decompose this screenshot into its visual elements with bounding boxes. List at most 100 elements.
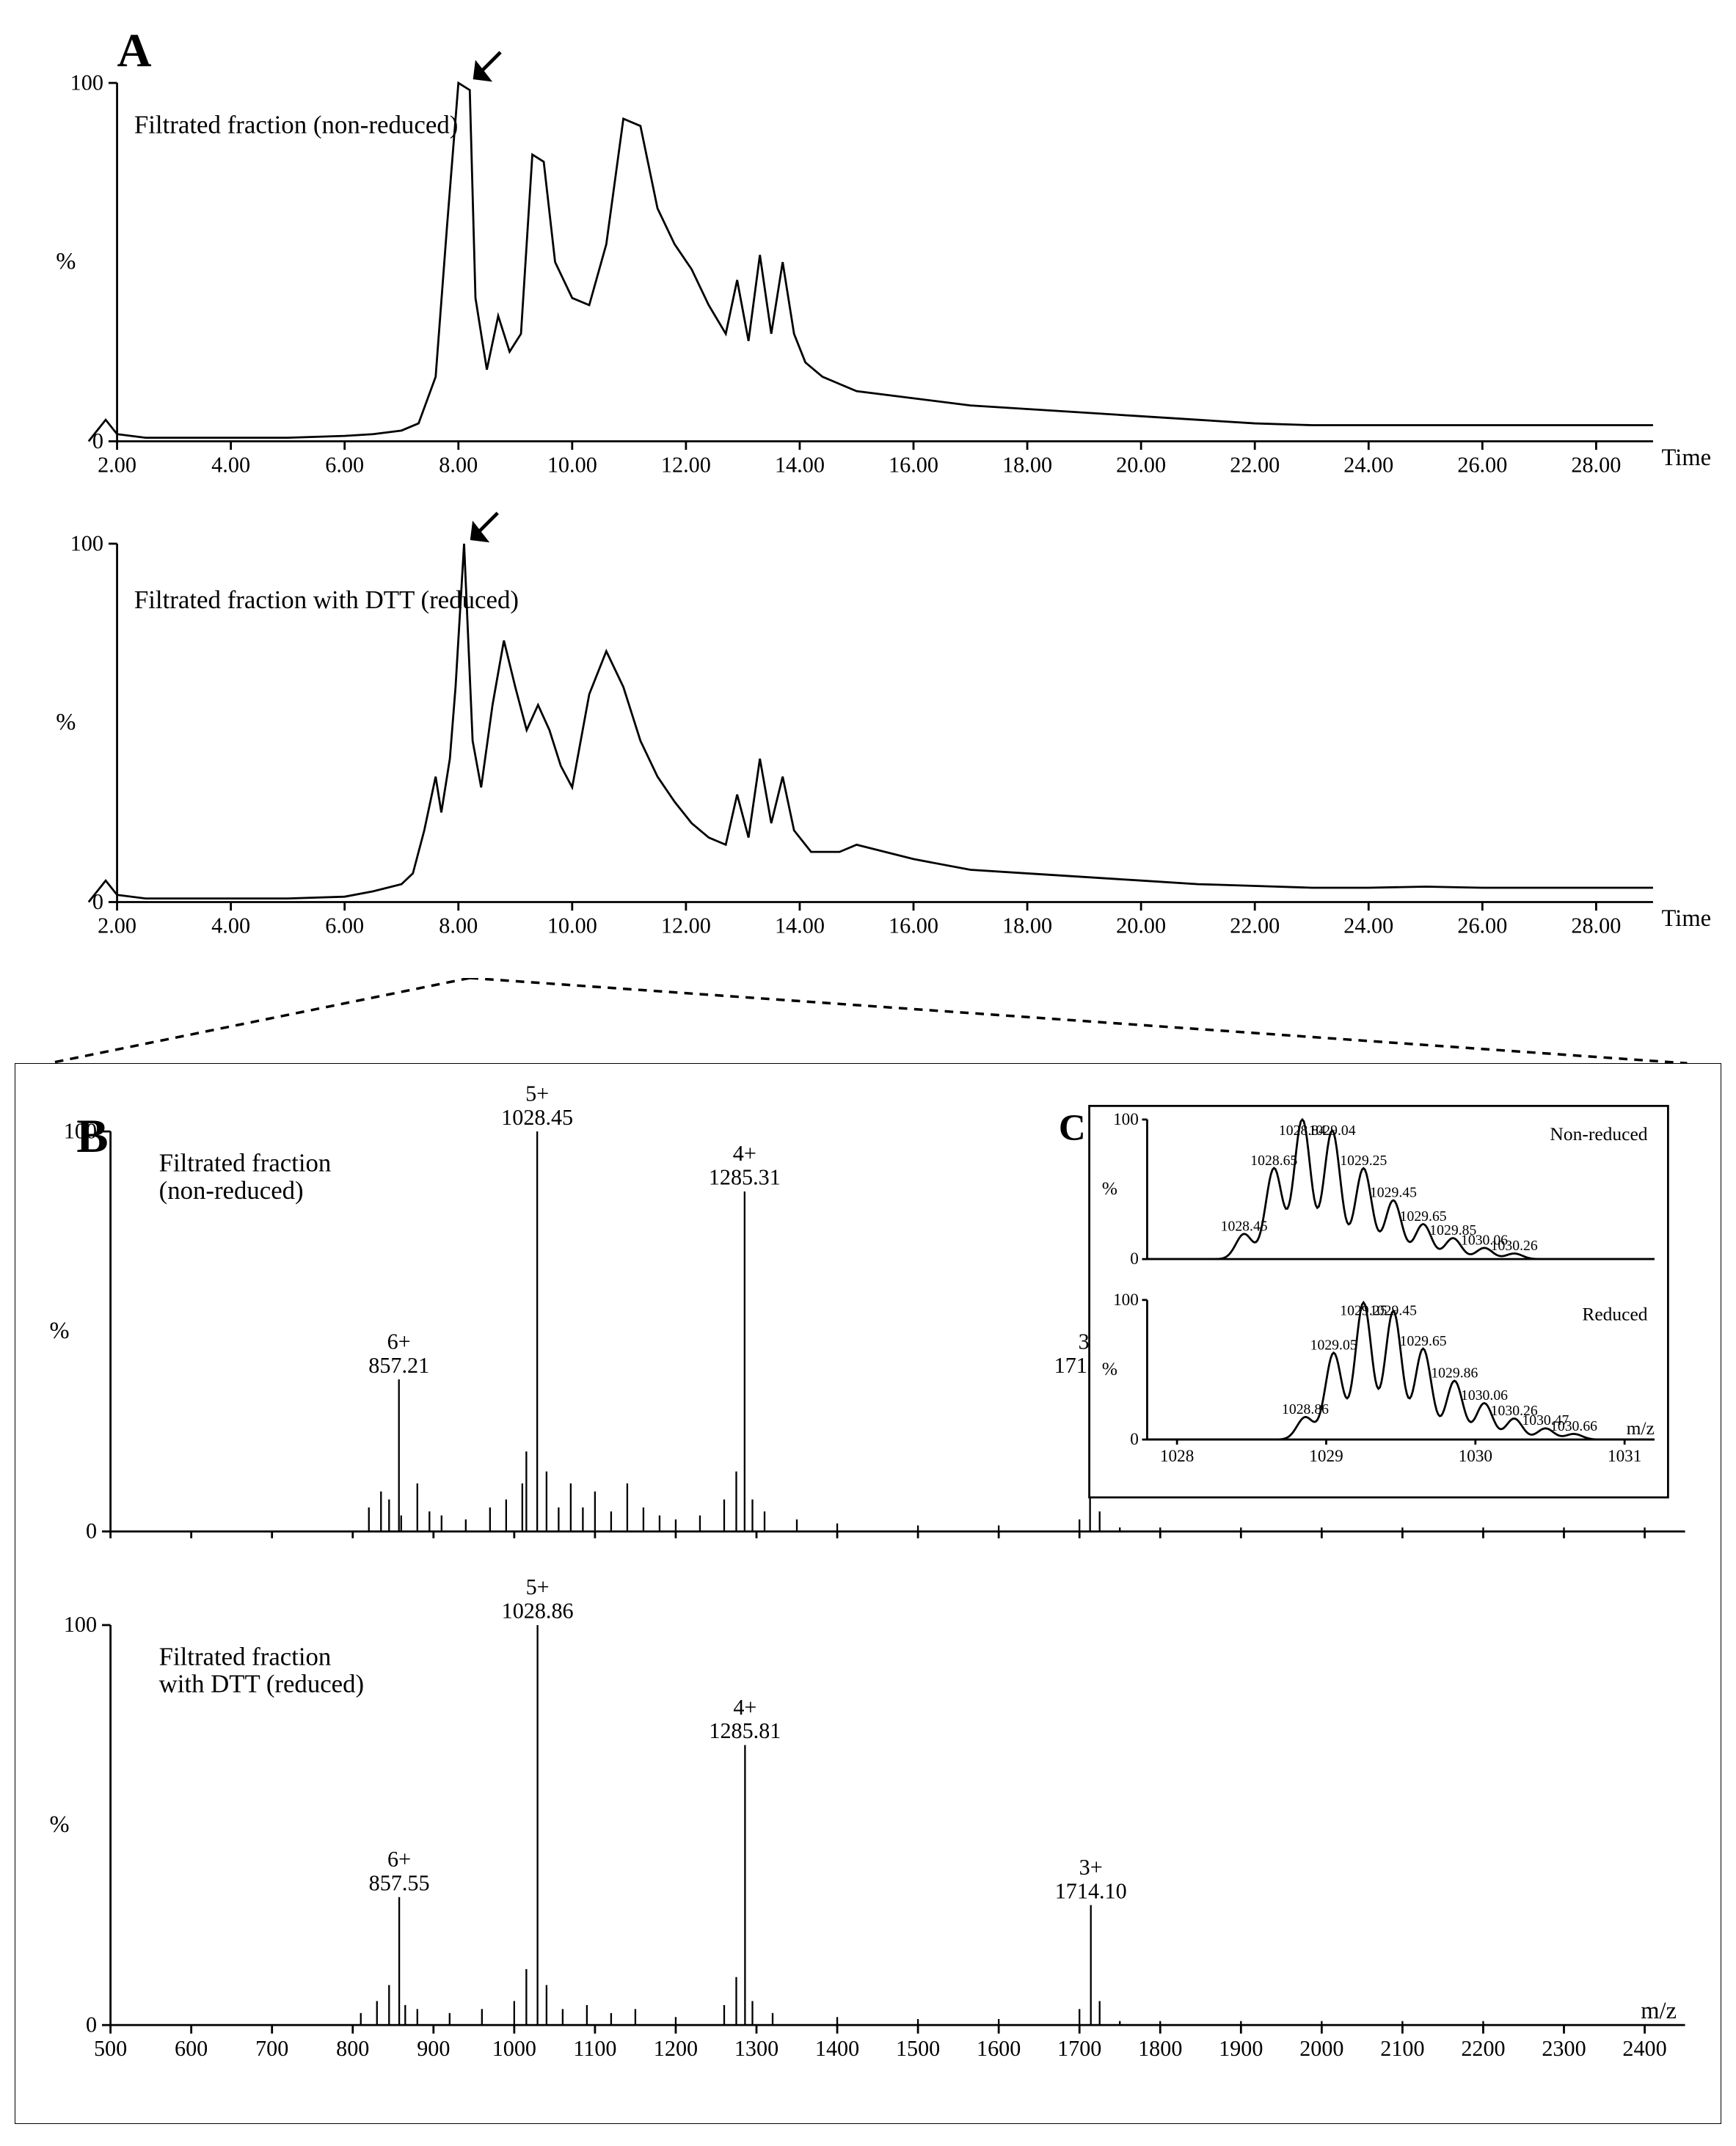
svg-text:26.00: 26.00 — [1457, 913, 1507, 938]
svg-text:2.00: 2.00 — [98, 452, 136, 477]
svg-text:1029: 1029 — [1309, 1447, 1343, 1466]
svg-text:%: % — [1102, 1178, 1117, 1199]
svg-text:700: 700 — [255, 2036, 288, 2061]
svg-text:800: 800 — [336, 2036, 369, 2061]
svg-text:6.00: 6.00 — [325, 913, 364, 938]
svg-text:8.00: 8.00 — [439, 913, 478, 938]
svg-text:2200: 2200 — [1461, 2036, 1505, 2061]
svg-text:C: C — [1059, 1108, 1086, 1149]
svg-text:100: 100 — [1113, 1110, 1139, 1129]
svg-text:1029.45: 1029.45 — [1370, 1184, 1417, 1200]
svg-text:24.00: 24.00 — [1343, 452, 1393, 477]
svg-text:m/z: m/z — [1641, 1998, 1677, 2024]
svg-text:10.00: 10.00 — [547, 452, 597, 477]
svg-text:16.00: 16.00 — [889, 452, 938, 477]
svg-text:6+: 6+ — [387, 1329, 411, 1354]
svg-text:1500: 1500 — [896, 2036, 940, 2061]
svg-text:1030: 1030 — [1459, 1447, 1492, 1466]
svg-text:(non-reduced): (non-reduced) — [159, 1176, 304, 1205]
svg-text:28.00: 28.00 — [1571, 913, 1621, 938]
svg-text:1028: 1028 — [1160, 1447, 1194, 1466]
svg-text:22.00: 22.00 — [1230, 452, 1280, 477]
svg-text:1000: 1000 — [492, 2036, 536, 2061]
svg-text:26.00: 26.00 — [1457, 452, 1507, 477]
svg-text:5+: 5+ — [525, 1081, 549, 1106]
svg-text:%: % — [49, 1318, 69, 1344]
svg-text:1200: 1200 — [654, 2036, 698, 2061]
svg-text:8.00: 8.00 — [439, 452, 478, 477]
svg-text:Reduced: Reduced — [1582, 1304, 1647, 1325]
svg-text:500: 500 — [94, 2036, 127, 2061]
svg-text:%: % — [56, 249, 76, 275]
svg-text:1029.45: 1029.45 — [1370, 1303, 1417, 1319]
svg-text:1285.81: 1285.81 — [709, 1718, 781, 1743]
panel-b-svg: B0100%6+857.215+1028.454+1285.313+1713.1… — [17, 1067, 1719, 2122]
svg-text:14.00: 14.00 — [775, 913, 825, 938]
svg-text:857.55: 857.55 — [369, 1870, 430, 1895]
svg-text:14.00: 14.00 — [775, 452, 825, 477]
svg-text:4+: 4+ — [733, 1141, 756, 1166]
svg-text:4.00: 4.00 — [211, 913, 250, 938]
svg-text:1029.05: 1029.05 — [1310, 1337, 1357, 1353]
svg-text:%: % — [56, 709, 76, 736]
svg-text:2400: 2400 — [1622, 2036, 1666, 2061]
svg-text:1029.04: 1029.04 — [1309, 1123, 1356, 1139]
svg-text:1029.65: 1029.65 — [1400, 1333, 1447, 1349]
svg-text:1028.45: 1028.45 — [501, 1105, 573, 1130]
svg-text:18.00: 18.00 — [1002, 913, 1052, 938]
svg-text:12.00: 12.00 — [661, 913, 711, 938]
svg-text:0: 0 — [1130, 1430, 1139, 1449]
svg-text:6.00: 6.00 — [325, 452, 364, 477]
svg-text:1028.86: 1028.86 — [502, 1599, 574, 1624]
svg-text:1028.65: 1028.65 — [1250, 1153, 1297, 1169]
svg-text:28.00: 28.00 — [1571, 452, 1621, 477]
svg-text:Non-reduced: Non-reduced — [1550, 1123, 1647, 1145]
svg-text:20.00: 20.00 — [1116, 452, 1166, 477]
svg-text:600: 600 — [175, 2036, 208, 2061]
connector-svg — [15, 978, 1721, 1063]
svg-text:1028.86: 1028.86 — [1282, 1401, 1329, 1417]
svg-text:0: 0 — [86, 2012, 97, 2037]
svg-text:2100: 2100 — [1380, 2036, 1424, 2061]
svg-text:1030.06: 1030.06 — [1461, 1387, 1508, 1404]
svg-text:2.00: 2.00 — [98, 913, 136, 938]
svg-text:m/z: m/z — [1627, 1417, 1655, 1439]
figure-root: A0100%2.004.006.008.0010.0012.0014.0016.… — [15, 15, 1721, 2124]
svg-text:1900: 1900 — [1219, 2036, 1263, 2061]
svg-text:6+: 6+ — [387, 1847, 411, 1872]
svg-text:Time: Time — [1662, 905, 1712, 932]
svg-text:2000: 2000 — [1299, 2036, 1343, 2061]
svg-text:1028.45: 1028.45 — [1221, 1218, 1268, 1234]
svg-text:900: 900 — [417, 2036, 450, 2061]
svg-text:1400: 1400 — [815, 2036, 859, 2061]
svg-text:0: 0 — [92, 889, 103, 914]
svg-text:1029.25: 1029.25 — [1340, 1153, 1387, 1169]
svg-text:100: 100 — [70, 70, 103, 95]
svg-text:%: % — [1102, 1358, 1117, 1379]
svg-text:16.00: 16.00 — [889, 913, 938, 938]
svg-text:100: 100 — [64, 1612, 97, 1637]
svg-text:24.00: 24.00 — [1343, 913, 1393, 938]
svg-text:1031: 1031 — [1608, 1447, 1641, 1466]
svg-text:Filtrated fraction with DTT (r: Filtrated fraction with DTT (reduced) — [134, 585, 519, 614]
svg-text:857.21: 857.21 — [368, 1353, 429, 1378]
svg-text:0: 0 — [1130, 1249, 1139, 1269]
svg-text:100: 100 — [1113, 1291, 1139, 1310]
svg-text:with DTT (reduced): with DTT (reduced) — [159, 1669, 364, 1698]
svg-text:Filtrated fraction: Filtrated fraction — [159, 1642, 332, 1671]
svg-text:4.00: 4.00 — [211, 452, 250, 477]
svg-text:1700: 1700 — [1057, 2036, 1101, 2061]
svg-text:1285.31: 1285.31 — [709, 1165, 781, 1190]
svg-text:%: % — [49, 1811, 69, 1838]
svg-text:1300: 1300 — [734, 2036, 778, 2061]
svg-text:Filtrated fraction (non-reduce: Filtrated fraction (non-reduced) — [134, 110, 459, 139]
svg-text:1100: 1100 — [573, 2036, 616, 2061]
svg-text:4+: 4+ — [733, 1695, 756, 1720]
svg-text:Filtrated fraction: Filtrated fraction — [159, 1149, 332, 1178]
svg-text:1030.26: 1030.26 — [1491, 1238, 1538, 1254]
svg-text:12.00: 12.00 — [661, 452, 711, 477]
svg-text:2300: 2300 — [1542, 2036, 1586, 2061]
svg-text:1600: 1600 — [977, 2036, 1021, 2061]
svg-text:20.00: 20.00 — [1116, 913, 1166, 938]
svg-text:5+: 5+ — [526, 1574, 550, 1599]
